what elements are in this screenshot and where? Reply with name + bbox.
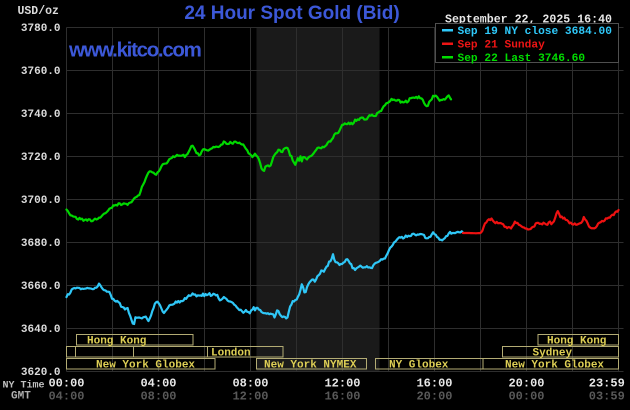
svg-text:24 Hour Spot Gold (Bid): 24 Hour Spot Gold (Bid) (184, 3, 399, 24)
svg-text:USD/oz: USD/oz (18, 5, 60, 18)
svg-text:3700.0: 3700.0 (21, 195, 61, 207)
svg-text:3780.0: 3780.0 (21, 23, 61, 35)
svg-text:03:59: 03:59 (589, 390, 625, 404)
svg-text:GMT: GMT (11, 391, 31, 403)
svg-text:08:00: 08:00 (232, 377, 268, 391)
svg-text:3660.0: 3660.0 (21, 281, 61, 293)
svg-text:04:00: 04:00 (48, 390, 84, 404)
svg-text:Sep 21 Sunday: Sep 21 Sunday (458, 40, 546, 52)
svg-text:12:00: 12:00 (232, 390, 268, 404)
svg-text:NY Time: NY Time (3, 380, 45, 392)
svg-text:08:00: 08:00 (140, 390, 176, 404)
svg-text:Sydney: Sydney (533, 348, 573, 360)
svg-text:23:59: 23:59 (589, 377, 625, 391)
svg-text:Sep 22 Last 3746.60: Sep 22 Last 3746.60 (458, 53, 586, 65)
svg-text:00:00: 00:00 (508, 390, 544, 404)
svg-text:New York NYMEX: New York NYMEX (264, 360, 357, 372)
svg-text:New York Globex: New York Globex (505, 360, 604, 372)
svg-text:NY Globex: NY Globex (389, 360, 449, 372)
svg-text:12:00: 12:00 (324, 377, 360, 391)
svg-text:3620.0: 3620.0 (21, 367, 61, 379)
svg-text:04:00: 04:00 (140, 377, 176, 391)
svg-text:Hong Kong: Hong Kong (547, 336, 606, 348)
svg-text:New York Globex: New York Globex (96, 360, 195, 372)
svg-text:3740.0: 3740.0 (21, 109, 61, 121)
svg-text:16:00: 16:00 (324, 390, 360, 404)
svg-text:www.kitco.com: www.kitco.com (68, 39, 201, 62)
svg-text:20:00: 20:00 (508, 377, 544, 391)
svg-text:16:00: 16:00 (416, 377, 452, 391)
svg-text:3680.0: 3680.0 (21, 238, 61, 250)
svg-text:Hong Kong: Hong Kong (87, 336, 146, 348)
svg-text:London: London (211, 348, 251, 360)
svg-text:Sep 19 NY close 3684.00: Sep 19 NY close 3684.00 (458, 26, 613, 38)
svg-text:3640.0: 3640.0 (21, 324, 61, 336)
svg-text:00:00: 00:00 (48, 377, 84, 391)
svg-text:3720.0: 3720.0 (21, 152, 61, 164)
svg-text:20:00: 20:00 (416, 390, 452, 404)
svg-text:3760.0: 3760.0 (21, 66, 61, 78)
